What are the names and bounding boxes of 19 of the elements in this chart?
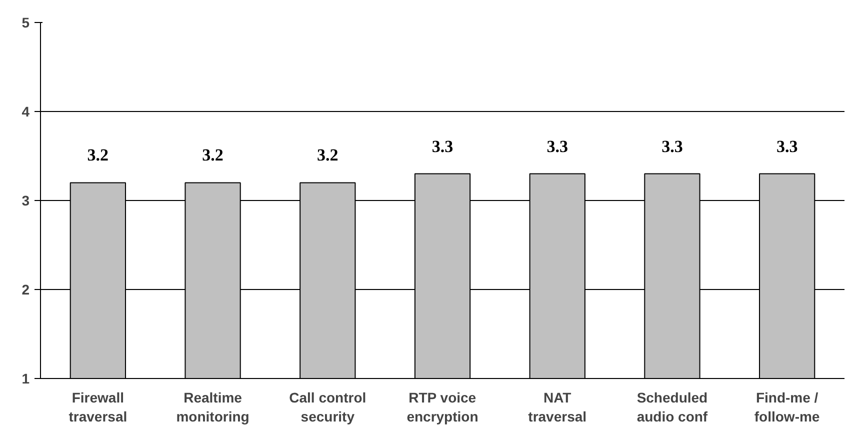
data-label: 3.3 <box>662 136 683 156</box>
x-tick-label: Firewall traversal <box>68 390 128 425</box>
y-tick-label: 4 <box>22 104 30 120</box>
y-tick-label: 2 <box>22 282 30 298</box>
x-tick-label: NAT traversal <box>528 390 587 425</box>
data-label: 3.2 <box>202 146 224 165</box>
x-tick-label: Find-me / follow-me <box>754 390 820 425</box>
data-label: 3.2 <box>317 146 338 165</box>
y-tick-label: 5 <box>22 14 30 30</box>
y-tick-label: 3 <box>22 192 30 208</box>
data-label: 3.3 <box>776 136 798 156</box>
x-tick-label: Scheduled audio conf <box>636 390 708 425</box>
x-tick-label: Realtime monitoring <box>176 390 250 425</box>
data-label: 3.3 <box>546 136 568 156</box>
data-label: 3.2 <box>87 146 109 165</box>
x-tick-label: Call control security <box>289 390 366 425</box>
x-tick-label: RTP voice encryption <box>406 390 478 425</box>
y-tick-label: 1 <box>22 370 30 386</box>
data-label: 3.3 <box>432 136 454 156</box>
